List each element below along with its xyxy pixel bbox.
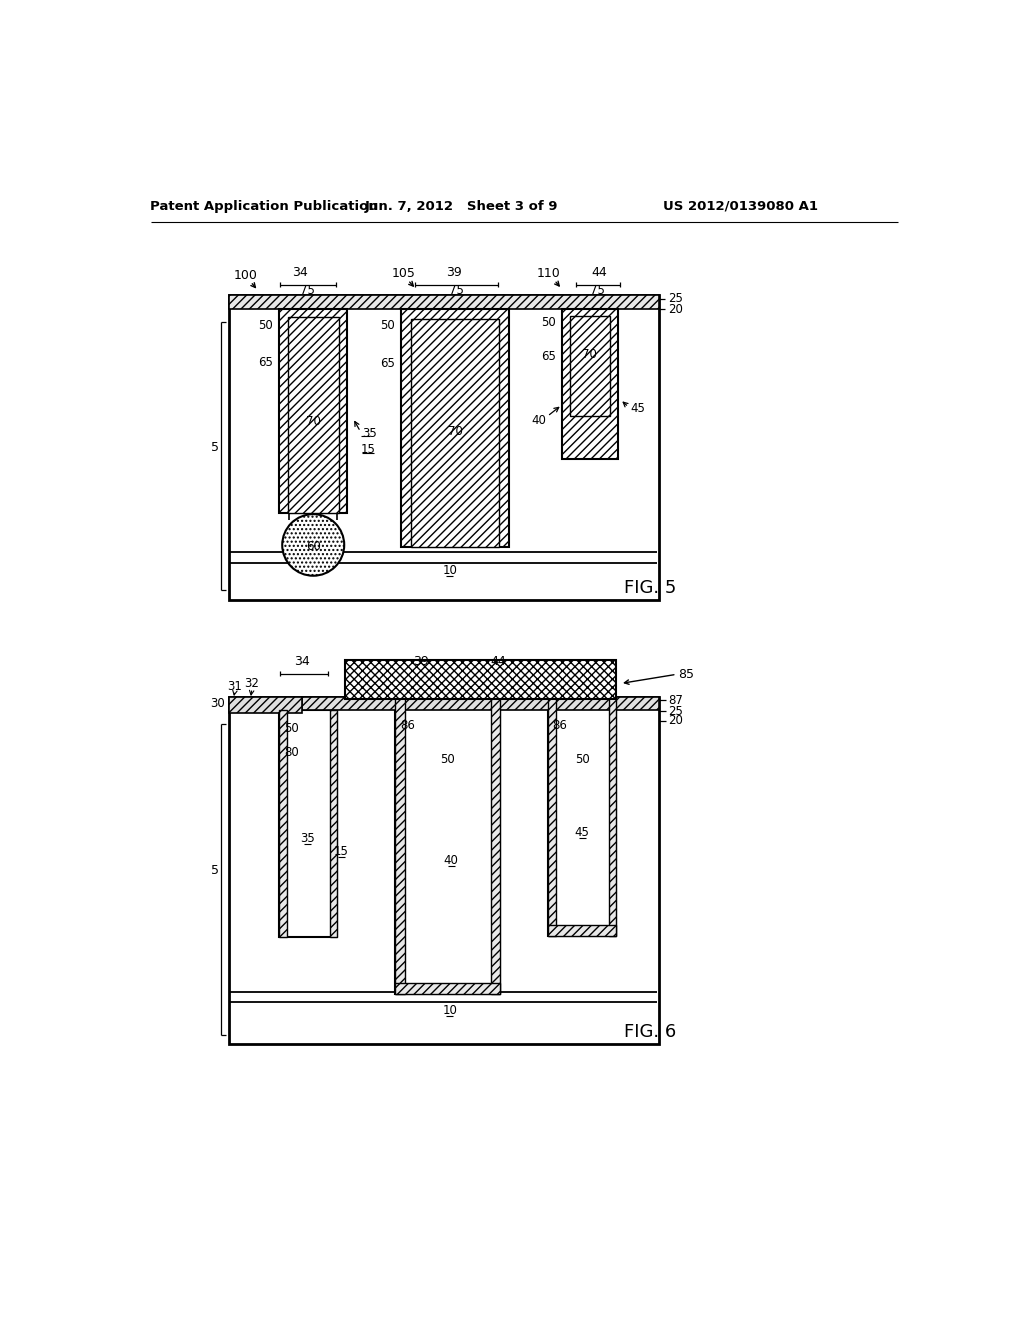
Text: 44: 44	[490, 656, 506, 668]
Text: 39: 39	[413, 656, 429, 668]
Bar	[280, 710, 287, 937]
Bar	[400, 309, 509, 548]
Bar	[345, 660, 616, 700]
Text: 15: 15	[360, 444, 376, 455]
Text: 10: 10	[442, 564, 457, 577]
Text: 75: 75	[300, 284, 315, 297]
Text: 10: 10	[442, 1003, 457, 1016]
Bar	[395, 697, 404, 994]
Text: 85: 85	[678, 668, 694, 681]
Bar	[228, 296, 658, 309]
Bar	[395, 983, 500, 994]
Text: 86: 86	[400, 718, 415, 731]
Text: 110: 110	[537, 268, 561, 280]
Text: 45: 45	[630, 403, 645, 416]
Text: 40: 40	[531, 413, 547, 426]
Text: 86: 86	[553, 718, 567, 731]
Text: 70: 70	[583, 348, 597, 362]
Text: 5: 5	[211, 865, 219, 878]
Text: 44: 44	[591, 265, 607, 279]
Text: 80: 80	[284, 746, 299, 759]
Bar	[228, 697, 302, 713]
Bar	[280, 309, 347, 512]
Text: 87: 87	[669, 694, 683, 708]
Text: FIG. 6: FIG. 6	[624, 1023, 676, 1041]
Bar	[548, 697, 616, 936]
Text: 25: 25	[669, 705, 683, 718]
Text: 20: 20	[669, 714, 683, 727]
Text: 65: 65	[541, 350, 556, 363]
Text: 40: 40	[443, 854, 459, 867]
Bar	[330, 710, 337, 937]
Bar	[548, 697, 556, 936]
Text: 50: 50	[380, 319, 394, 333]
Text: 34: 34	[295, 656, 310, 668]
Text: 39: 39	[445, 265, 462, 279]
Text: 25: 25	[669, 292, 683, 305]
Text: 70: 70	[306, 416, 321, 428]
Text: 34: 34	[292, 265, 308, 279]
Text: 65: 65	[380, 358, 394, 371]
Text: 50: 50	[574, 754, 590, 767]
Text: 75: 75	[450, 284, 464, 297]
Text: 35: 35	[300, 832, 315, 845]
Text: 45: 45	[574, 825, 590, 838]
Bar	[411, 318, 500, 548]
Text: 50: 50	[541, 315, 556, 329]
Bar	[608, 697, 616, 936]
Bar	[280, 710, 337, 937]
Bar	[548, 925, 616, 936]
Text: 70: 70	[447, 425, 463, 438]
Bar	[395, 697, 500, 994]
Text: 100: 100	[233, 269, 258, 282]
Bar	[562, 309, 617, 459]
Text: 75: 75	[590, 284, 605, 297]
Text: 32: 32	[245, 677, 259, 690]
Text: 20: 20	[669, 302, 683, 315]
Text: 5: 5	[211, 441, 219, 454]
Text: US 2012/0139080 A1: US 2012/0139080 A1	[663, 199, 818, 213]
Circle shape	[283, 515, 344, 576]
Bar	[302, 697, 658, 710]
Text: FIG. 5: FIG. 5	[624, 579, 677, 597]
Text: 50: 50	[440, 754, 455, 767]
Text: 60: 60	[306, 540, 321, 553]
Text: 15: 15	[334, 845, 348, 858]
Bar	[288, 317, 339, 512]
Bar	[228, 697, 658, 1044]
Text: 50: 50	[258, 319, 273, 333]
Bar	[228, 296, 658, 599]
Text: 65: 65	[258, 356, 273, 370]
Text: 31: 31	[227, 680, 243, 693]
Text: 50: 50	[284, 722, 299, 735]
Bar	[490, 697, 500, 994]
Bar	[569, 317, 610, 416]
Text: 105: 105	[391, 268, 415, 280]
Text: Jun. 7, 2012   Sheet 3 of 9: Jun. 7, 2012 Sheet 3 of 9	[365, 199, 558, 213]
Text: Patent Application Publication: Patent Application Publication	[150, 199, 378, 213]
Text: 30: 30	[210, 697, 225, 710]
Text: 35: 35	[362, 426, 377, 440]
